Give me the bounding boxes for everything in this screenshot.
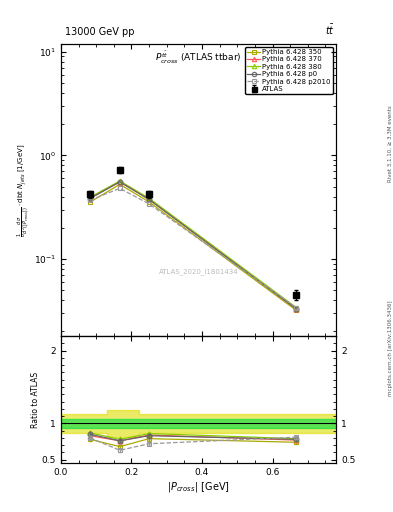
Y-axis label: Ratio to ATLAS: Ratio to ATLAS bbox=[31, 372, 40, 428]
Legend: Pythia 6.428 350, Pythia 6.428 370, Pythia 6.428 380, Pythia 6.428 p0, Pythia 6.: Pythia 6.428 350, Pythia 6.428 370, Pyth… bbox=[245, 47, 332, 94]
Pythia 6.428 350 bbox=[118, 181, 122, 187]
Line: Pythia 6.428 p2010: Pythia 6.428 p2010 bbox=[88, 186, 299, 310]
Pythia 6.428 370 bbox=[88, 195, 92, 201]
Pythia 6.428 350 bbox=[294, 307, 299, 313]
Pythia 6.428 p2010 bbox=[147, 201, 151, 207]
Pythia 6.428 p0 bbox=[118, 179, 122, 185]
Pythia 6.428 380 bbox=[88, 194, 92, 200]
Pythia 6.428 p2010 bbox=[118, 185, 122, 191]
Line: Pythia 6.428 p0: Pythia 6.428 p0 bbox=[88, 179, 299, 311]
Text: $t\bar{t}$: $t\bar{t}$ bbox=[325, 23, 335, 37]
Pythia 6.428 370 bbox=[294, 306, 299, 312]
Line: Pythia 6.428 380: Pythia 6.428 380 bbox=[88, 179, 299, 310]
Pythia 6.428 370 bbox=[118, 179, 122, 185]
Text: Rivet 3.1.10, ≥ 3.3M events: Rivet 3.1.10, ≥ 3.3M events bbox=[388, 105, 393, 182]
Bar bbox=[61, 419, 336, 428]
Y-axis label: $\frac{1}{\sigma}\frac{d\sigma}{d^2\left(|P_{cross}|\right)}\cdot$dbt $N_{jets}$: $\frac{1}{\sigma}\frac{d\sigma}{d^2\left… bbox=[16, 143, 32, 237]
Pythia 6.428 p0 bbox=[147, 197, 151, 203]
Pythia 6.428 370 bbox=[147, 197, 151, 203]
Text: $P_{cross}^{t\bar{t}}$ (ATLAS ttbar): $P_{cross}^{t\bar{t}}$ (ATLAS ttbar) bbox=[155, 49, 242, 66]
Text: ATLAS_2020_I1801434: ATLAS_2020_I1801434 bbox=[159, 268, 238, 275]
Line: Pythia 6.428 350: Pythia 6.428 350 bbox=[88, 182, 299, 313]
X-axis label: $|P_{cross}|$ [GeV]: $|P_{cross}|$ [GeV] bbox=[167, 480, 230, 494]
Pythia 6.428 380 bbox=[294, 305, 299, 311]
Line: Pythia 6.428 370: Pythia 6.428 370 bbox=[88, 179, 299, 311]
Text: mcplots.cern.ch [arXiv:1306.3436]: mcplots.cern.ch [arXiv:1306.3436] bbox=[388, 301, 393, 396]
Text: 13000 GeV pp: 13000 GeV pp bbox=[65, 27, 134, 37]
Pythia 6.428 p0 bbox=[294, 306, 299, 312]
Pythia 6.428 380 bbox=[147, 195, 151, 201]
Pythia 6.428 380 bbox=[118, 178, 122, 184]
Pythia 6.428 p2010 bbox=[88, 197, 92, 203]
Pythia 6.428 p2010 bbox=[294, 305, 299, 311]
Pythia 6.428 p0 bbox=[88, 195, 92, 201]
Pythia 6.428 350 bbox=[88, 199, 92, 205]
Pythia 6.428 350 bbox=[147, 199, 151, 205]
